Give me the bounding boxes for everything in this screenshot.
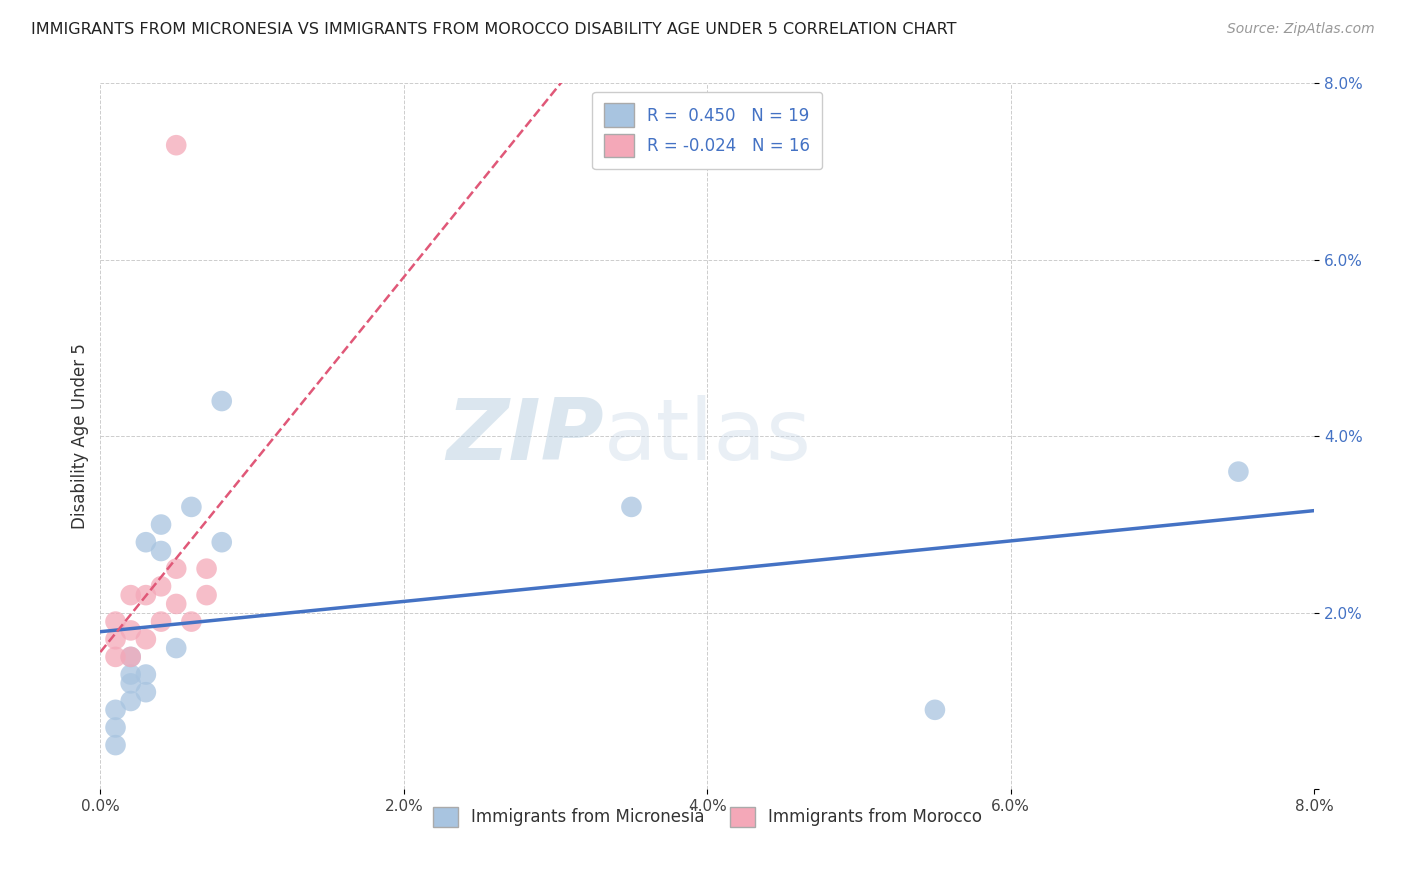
- Point: [180, 500, 202, 514]
- Point: [104, 738, 127, 752]
- Point: [104, 703, 127, 717]
- Point: [195, 588, 218, 602]
- Point: [150, 544, 173, 558]
- Point: [165, 562, 187, 576]
- Point: [135, 535, 157, 549]
- Point: [120, 694, 142, 708]
- Point: [104, 721, 127, 735]
- Point: [135, 588, 157, 602]
- Point: [150, 579, 173, 593]
- Point: [180, 615, 202, 629]
- Point: [120, 588, 142, 602]
- Point: [211, 535, 233, 549]
- Point: [165, 597, 187, 611]
- Point: [104, 649, 127, 664]
- Text: atlas: atlas: [605, 395, 813, 478]
- Point: [120, 667, 142, 681]
- Point: [135, 632, 157, 647]
- Point: [104, 615, 127, 629]
- Point: [211, 394, 233, 409]
- Point: [135, 667, 157, 681]
- Point: [120, 624, 142, 638]
- Point: [135, 685, 157, 699]
- Point: [104, 632, 127, 647]
- Point: [924, 703, 946, 717]
- Text: ZIP: ZIP: [447, 395, 605, 478]
- Point: [150, 615, 173, 629]
- Point: [620, 500, 643, 514]
- Y-axis label: Disability Age Under 5: Disability Age Under 5: [72, 343, 89, 529]
- Point: [120, 649, 142, 664]
- Text: Source: ZipAtlas.com: Source: ZipAtlas.com: [1227, 22, 1375, 37]
- Point: [120, 676, 142, 690]
- Point: [165, 641, 187, 656]
- Point: [120, 649, 142, 664]
- Point: [1227, 465, 1250, 479]
- Legend: Immigrants from Micronesia, Immigrants from Morocco: Immigrants from Micronesia, Immigrants f…: [426, 800, 988, 834]
- Point: [165, 138, 187, 153]
- Point: [195, 562, 218, 576]
- Text: IMMIGRANTS FROM MICRONESIA VS IMMIGRANTS FROM MOROCCO DISABILITY AGE UNDER 5 COR: IMMIGRANTS FROM MICRONESIA VS IMMIGRANTS…: [31, 22, 956, 37]
- Point: [150, 517, 173, 532]
